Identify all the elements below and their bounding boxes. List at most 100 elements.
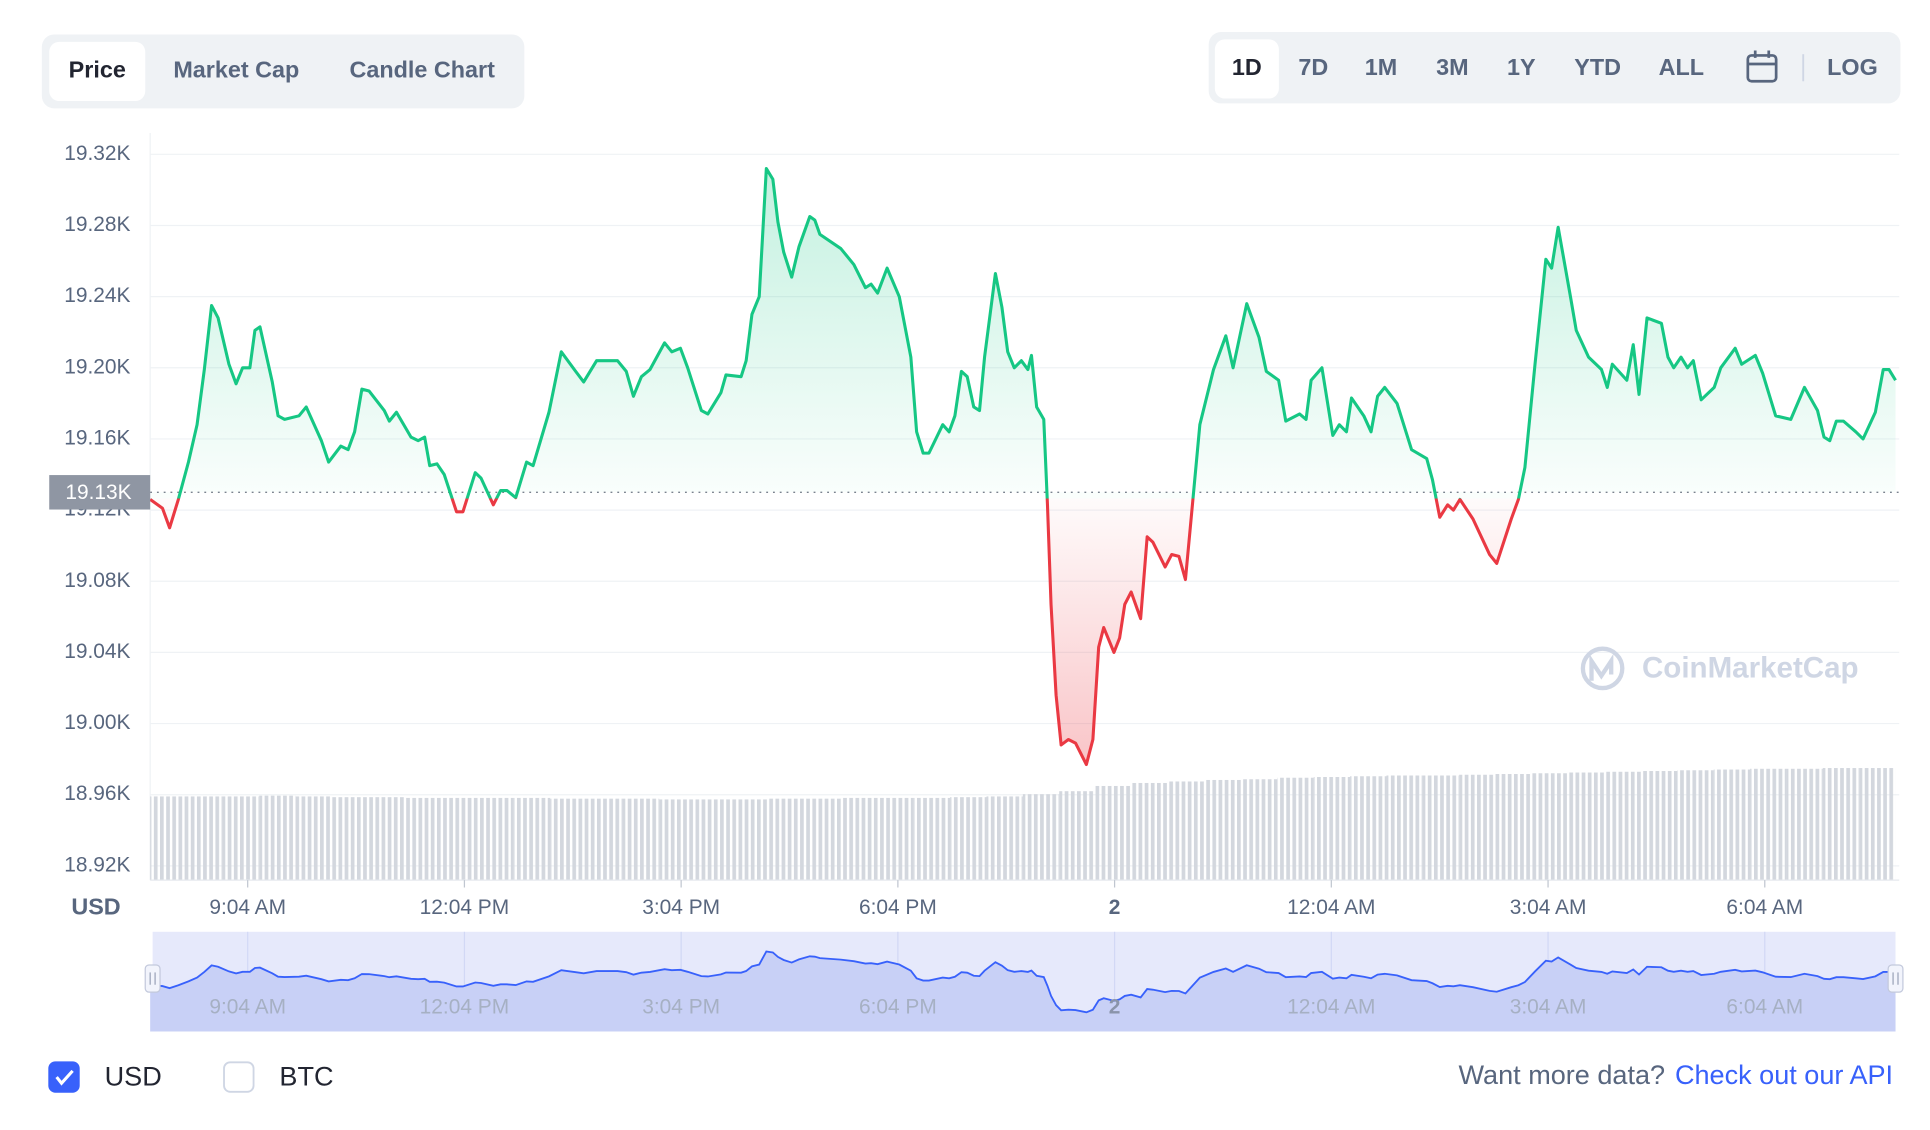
tab[interactable]: Market Cap	[173, 57, 299, 83]
api-link[interactable]: Check out our API	[1675, 1059, 1893, 1090]
x-tick-label: 3:04 AM	[1510, 896, 1587, 919]
y-tick-label: 19.32K	[64, 142, 130, 165]
navigator-line	[150, 950, 1896, 1014]
range-button[interactable]: 1D	[1232, 54, 1262, 80]
x-tick-label: 9:04 AM	[209, 896, 286, 919]
navigator-tick-label: 6:04 PM	[859, 996, 937, 1019]
volume-bar	[1350, 776, 1387, 881]
volume-bar	[186, 796, 223, 881]
volume-bar	[1131, 782, 1169, 881]
volume-bar	[1713, 769, 1751, 881]
volume-bar	[659, 799, 696, 881]
range-button[interactable]: 7D	[1298, 54, 1328, 80]
footer: Want more data? Check out our API	[1459, 1059, 1894, 1090]
volume-bar	[441, 797, 478, 881]
navigator-area	[150, 951, 1896, 1032]
range-button[interactable]: 3M	[1436, 54, 1468, 80]
currency-toggle[interactable]: BTC	[223, 1060, 334, 1093]
volume-bar	[513, 797, 551, 881]
volume-bar	[622, 798, 660, 881]
volume-bar	[1641, 771, 1678, 881]
watermark-logo	[1580, 646, 1625, 691]
volume-bar	[150, 796, 187, 881]
volume-bar	[913, 797, 951, 881]
y-tick-label: 19.16K	[64, 426, 130, 449]
y-tick-label: 18.96K	[64, 782, 130, 805]
volume-bar	[1495, 774, 1532, 881]
y-tick-label: 19.28K	[64, 213, 130, 236]
navigator-tick-label: 6:04 AM	[1726, 996, 1803, 1019]
volume-bar	[586, 798, 623, 881]
reference-label-bg	[49, 475, 151, 510]
x-tick-label: 6:04 AM	[1726, 896, 1803, 919]
volume-bar	[1168, 781, 1205, 881]
x-tick-label: 3:04 PM	[642, 896, 720, 919]
volume-bar	[1459, 774, 1496, 881]
currency-toggle[interactable]: USD	[48, 1060, 162, 1093]
y-tick-label: 19.20K	[64, 355, 130, 378]
navigator-tick-label: 12:04 AM	[1287, 996, 1375, 1019]
tab[interactable]: Price	[69, 57, 126, 83]
calendar-icon[interactable]	[1746, 50, 1778, 83]
navigator-tick-label: 3:04 PM	[642, 996, 720, 1019]
checkbox	[223, 1061, 255, 1093]
tab-active-bg	[49, 41, 146, 101]
watermark: CoinMarketCap	[1642, 651, 1859, 684]
y-tick-label: 19.24K	[64, 284, 130, 307]
navigator-tick-label: 2	[1109, 996, 1121, 1019]
volume-bar	[841, 797, 878, 881]
volume-bar	[1095, 785, 1132, 881]
checkmark	[55, 1069, 74, 1086]
volume-bar	[477, 797, 514, 881]
range-button[interactable]: 1Y	[1507, 54, 1536, 80]
range-button[interactable]: 1M	[1365, 54, 1397, 80]
volume-bar	[1313, 776, 1351, 881]
reference-label: 19.13K	[65, 481, 131, 504]
volume-bar	[368, 797, 405, 881]
navigator-tick-label: 9:04 AM	[209, 996, 286, 1019]
navigator-handle[interactable]	[1887, 964, 1904, 993]
volume-bar	[1059, 791, 1096, 881]
volume-bar	[950, 797, 987, 881]
navigator-handle[interactable]	[144, 964, 161, 993]
area-up	[150, 168, 1896, 499]
log-button[interactable]: LOG	[1827, 54, 1878, 80]
volume-bar	[695, 799, 732, 881]
volume-bar	[804, 798, 842, 881]
range-button[interactable]: ALL	[1659, 54, 1704, 80]
volume-bar	[1204, 779, 1242, 881]
volume-bar	[295, 796, 332, 881]
x-tick-label: 12:04 AM	[1287, 896, 1375, 919]
volume-bar	[404, 797, 442, 881]
tab-group	[41, 34, 525, 109]
price-line-up	[150, 166, 1897, 499]
handle-body	[1887, 964, 1904, 993]
toggle-label: BTC	[279, 1060, 333, 1091]
volume-bar	[1677, 770, 1714, 881]
navigator-tick-label: 3:04 AM	[1510, 996, 1587, 1019]
toggle-label: USD	[105, 1060, 162, 1091]
volume-bar	[1422, 775, 1460, 881]
navigator-tick-label: 12:04 PM	[420, 996, 510, 1019]
y-tick-label: 19.00K	[64, 711, 130, 734]
volume-bar	[1750, 768, 1787, 881]
range-group	[1208, 32, 1901, 104]
y-tick-label: 18.92K	[64, 853, 130, 876]
volume-bar	[1568, 772, 1605, 881]
y-tick-label: 19.04K	[64, 640, 130, 663]
volume-bar	[768, 798, 805, 881]
volume-bar	[1822, 768, 1860, 881]
volume-bar	[731, 799, 769, 881]
volume-bar	[1786, 768, 1823, 881]
volume-bar	[1241, 779, 1278, 881]
volume-bar	[1386, 775, 1423, 881]
footer-text: Want more data?	[1459, 1059, 1666, 1090]
x-tick-label: 6:04 PM	[859, 896, 937, 919]
range-button[interactable]: YTD	[1574, 54, 1621, 80]
tab[interactable]: Candle Chart	[349, 57, 495, 83]
volume-bar	[1859, 768, 1896, 881]
volume-bar	[1022, 794, 1060, 881]
volume-bar	[1277, 777, 1314, 881]
volume-bar	[877, 797, 914, 881]
